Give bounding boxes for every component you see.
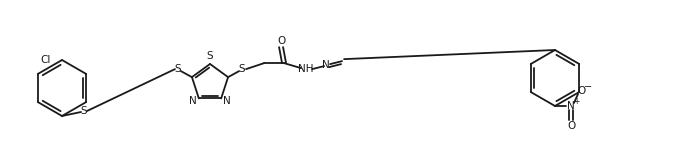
Text: S: S — [207, 51, 213, 61]
Text: S: S — [81, 106, 87, 116]
Text: O: O — [568, 121, 576, 131]
Text: N: N — [322, 60, 330, 70]
Text: N: N — [224, 96, 231, 106]
Text: +: + — [573, 97, 579, 106]
Text: Cl: Cl — [41, 55, 51, 65]
Text: O: O — [277, 36, 285, 46]
Text: N: N — [567, 101, 575, 111]
Text: S: S — [239, 64, 246, 74]
Text: N: N — [189, 96, 197, 106]
Text: NH: NH — [298, 64, 313, 74]
Text: −: − — [584, 82, 592, 92]
Text: S: S — [174, 64, 181, 74]
Text: O: O — [577, 86, 585, 96]
